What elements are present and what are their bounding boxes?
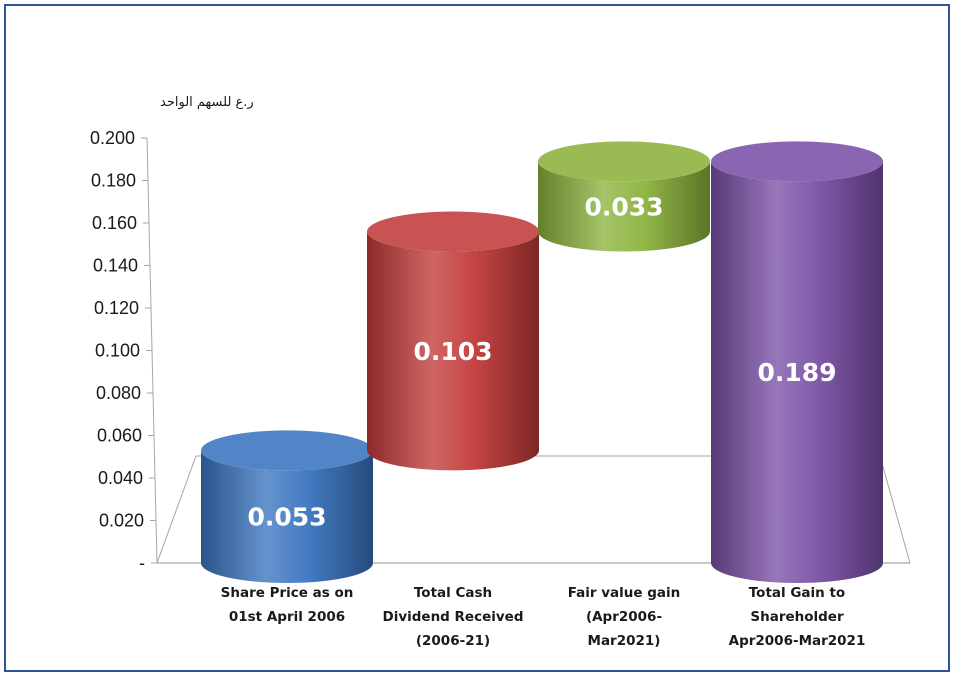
data-label: 0.103 [413, 337, 492, 366]
y-tick-label: 0.120 [94, 298, 139, 318]
bar-top [201, 430, 373, 471]
bar-body [367, 231, 539, 471]
bar-top [711, 141, 883, 182]
y-tick-label: 0.140 [93, 256, 138, 276]
data-label: 0.033 [584, 192, 663, 221]
x-category-label: Total Cash Dividend Received (2006-21) [382, 585, 523, 649]
x-axis-categories: Share Price as on 01st April 2006 Total Ca… [221, 585, 866, 649]
bar-4: 0.189 [711, 141, 883, 583]
y-tick-label: 0.060 [97, 426, 142, 446]
y-tick-label: 0.080 [96, 383, 141, 403]
y-tick-label: - [139, 553, 145, 573]
data-label: 0.053 [247, 503, 326, 532]
y-tick-label: 0.020 [99, 511, 144, 531]
bars: 0.053 0.103 0.033 0.189 [201, 141, 883, 583]
bar-body [711, 161, 883, 583]
x-category-label: Fair value gain (Apr2006-Mar2021) [568, 585, 681, 649]
y-axis-ticks: - 0.020 0.040 0.060 0.080 0.100 0.120 0.140 0.16… [90, 128, 157, 573]
y-axis-label: ر.ع للسهم الواحد [160, 95, 254, 110]
bar-2: 0.103 [367, 211, 539, 471]
y-tick-label: 0.040 [98, 468, 143, 488]
y-tick-label: 0.100 [95, 341, 140, 361]
x-category-label: Share Price as on 01st April 2006 [221, 585, 354, 625]
bar-body [538, 161, 710, 252]
y-tick-label: 0.200 [90, 128, 135, 148]
y-tick-label: 0.160 [92, 213, 137, 233]
data-label: 0.189 [757, 358, 836, 387]
bar-body [201, 450, 373, 583]
bar-3: 0.033 [538, 141, 710, 252]
bar-top [538, 141, 710, 182]
y-tick-label: 0.180 [91, 171, 136, 191]
bar-top [367, 211, 539, 252]
bar-1: 0.053 [201, 430, 373, 583]
x-category-label: Total Gain to Shareholder Apr2006-Mar2021 [729, 585, 866, 649]
